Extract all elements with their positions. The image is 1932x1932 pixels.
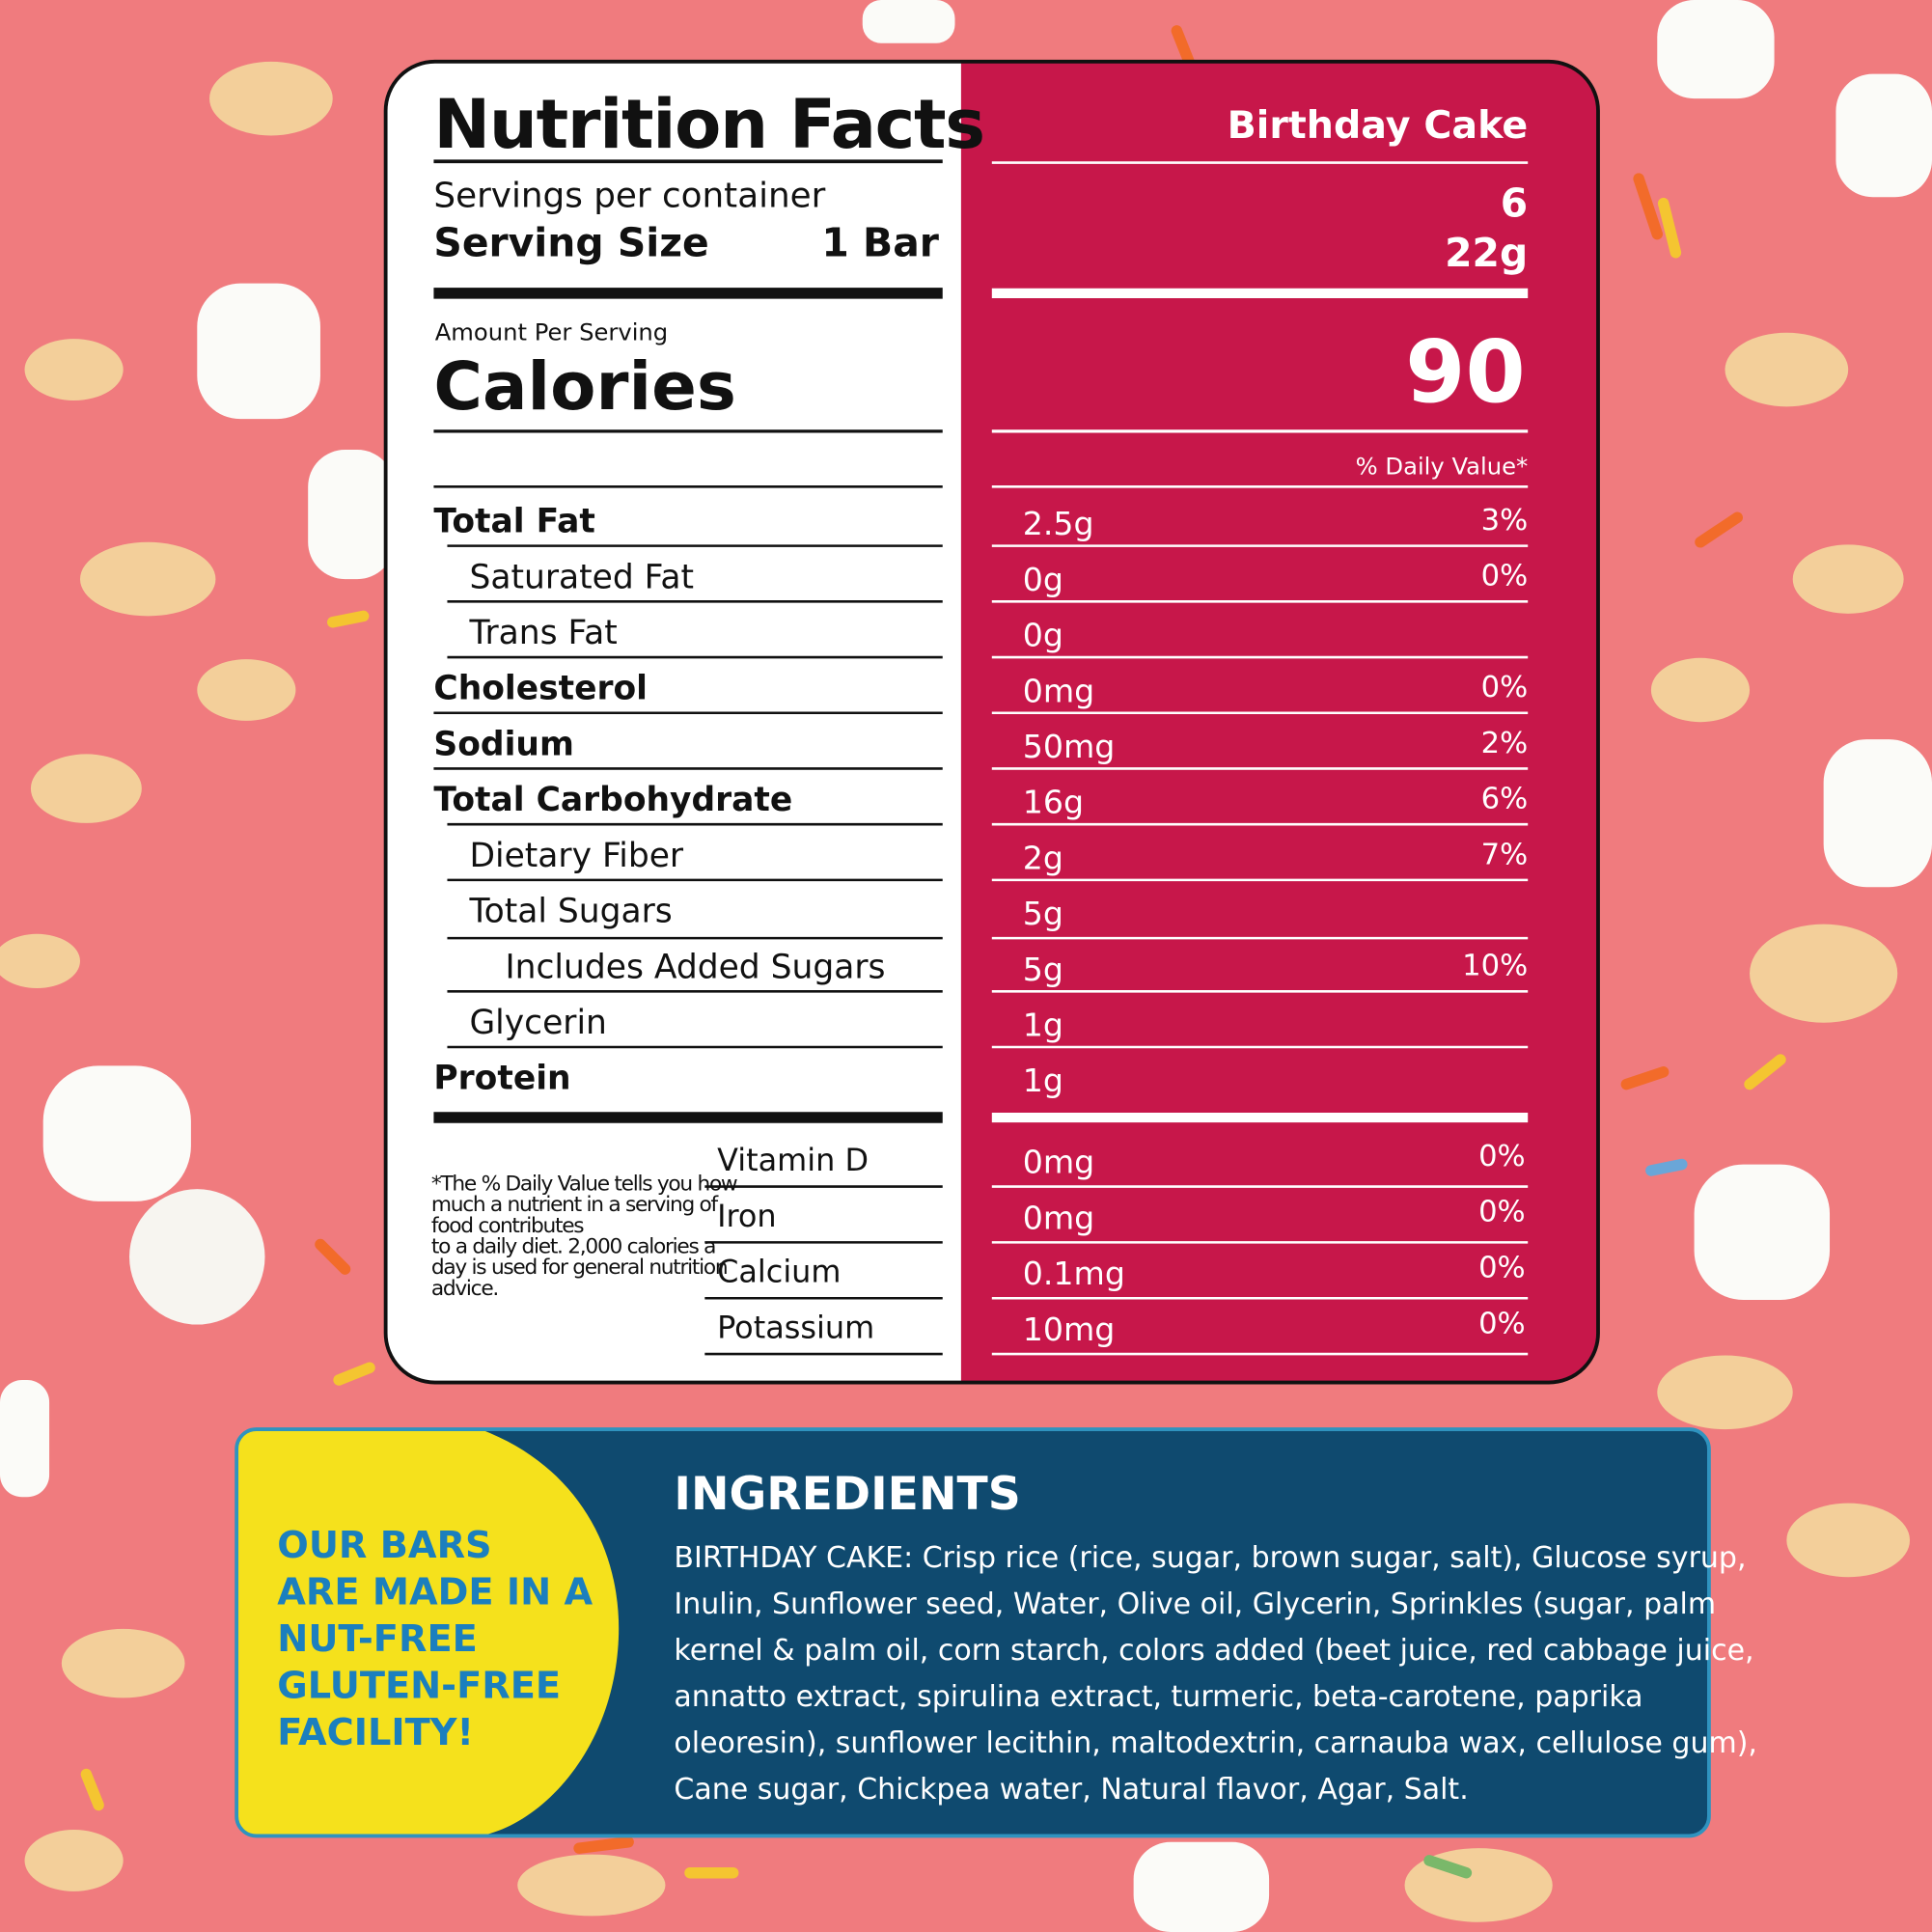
flavor: Birthday Cake — [1228, 103, 1529, 148]
nutrient-amount: 2.5g — [1023, 505, 1094, 542]
nutrient-name: Trans Fat — [468, 614, 617, 652]
footnote: to a daily diet. 2,000 calories a — [431, 1234, 715, 1258]
label-right-panel — [960, 61, 1598, 1383]
vitamin-daily-value: 0% — [1478, 1252, 1526, 1285]
nutrient-name: Cholesterol — [433, 670, 648, 708]
marshmallow — [0, 1380, 50, 1498]
nutrient-name: Dietary Fiber — [469, 837, 683, 875]
nutrient-name: Includes Added Sugars — [505, 948, 885, 986]
nutrient-amount: 16g — [1023, 784, 1084, 821]
nutrient-name: Glycerin — [469, 1004, 606, 1042]
marshmallow — [1694, 1164, 1831, 1301]
nutrient-name: Sodium — [433, 725, 573, 763]
ingredients-title: INGREDIENTS — [674, 1468, 1020, 1521]
marshmallow — [1835, 73, 1932, 198]
marshmallow — [1823, 739, 1932, 888]
vitamin-amount: 10mg — [1023, 1311, 1116, 1348]
badge-line: GLUTEN-FREE — [277, 1664, 561, 1707]
nutrient-amount: 0mg — [1023, 672, 1095, 709]
ingredients-text: oleoresin), sunflower lecithin, maltodex… — [674, 1726, 1757, 1760]
amount-per-serving: Amount Per Serving — [435, 317, 669, 345]
cereal — [0, 61, 1911, 1922]
nutrient-amount: 1g — [1023, 1007, 1063, 1044]
nutrient-amount: 2g — [1023, 839, 1063, 876]
daily-value: 7% — [1481, 838, 1529, 871]
vitamin-daily-value: 0% — [1478, 1196, 1526, 1229]
serving-size-amount: 22g — [1445, 230, 1528, 276]
ingredients-border — [235, 1427, 1711, 1838]
footnote: *The % Daily Value tells you how — [431, 1172, 737, 1196]
badge-line: NUT-FREE — [277, 1617, 478, 1661]
marshmallow — [42, 1065, 191, 1201]
vitamin-amount: 0.1mg — [1023, 1255, 1125, 1292]
daily-value: 0% — [1481, 671, 1529, 704]
ingredients-text: kernel & palm oil, corn starch, colors a… — [674, 1634, 1753, 1668]
nutrient-amount: 0g — [1023, 617, 1063, 654]
nutrient-amount: 50mg — [1023, 728, 1116, 765]
label-border — [383, 59, 1600, 1385]
nutrient-amount: 5g — [1023, 895, 1063, 932]
footnote: day is used for general nutrition — [431, 1256, 727, 1280]
vitamin-name: Calcium — [717, 1254, 841, 1290]
marshmallow — [197, 283, 320, 420]
vitamin-name: Iron — [717, 1198, 777, 1234]
nutrient-name: Protein — [433, 1060, 570, 1098]
vitamin-name: Potassium — [717, 1309, 874, 1345]
ingredients-background — [236, 1429, 1709, 1836]
badge-line: OUR BARS — [277, 1524, 491, 1567]
label-content: Nutrition Facts Birthday Cake Servings per… — [431, 85, 1529, 1356]
nutrient-name: Saturated Fat — [469, 558, 694, 596]
daily-value: 10% — [1462, 950, 1528, 983]
nutrient-name: Total Sugars — [468, 893, 672, 931]
nutrition-label: Nutrition Facts Birthday Cake Servings per… — [383, 59, 1600, 1385]
daily-value-header: % Daily Value* — [1356, 453, 1529, 481]
badge-line: ARE MADE IN A — [277, 1570, 593, 1614]
serving-size-label: Serving Size — [433, 220, 708, 266]
marshmallow — [308, 450, 395, 580]
nutrient-amount: 5g — [1023, 951, 1063, 988]
daily-value: 2% — [1481, 727, 1529, 760]
servings: 6 — [1501, 180, 1528, 227]
vitamin-daily-value: 0% — [1478, 1140, 1526, 1173]
marshmallow — [1657, 0, 1775, 99]
vitamin-amount: 0mg — [1023, 1144, 1095, 1181]
ingredients-text: Inulin, Sunflower seed, Water, Olive oil… — [674, 1587, 1716, 1621]
vitamin-daily-value: 0% — [1478, 1307, 1526, 1340]
daily-value: 0% — [1481, 560, 1529, 593]
footnote: much a nutrient in a serving of — [431, 1193, 720, 1217]
sprinkles — [80, 25, 1786, 1879]
nutrient-amount: 0g — [1023, 561, 1063, 598]
nutrient-amount: 1g — [1023, 1062, 1063, 1099]
badge-shape — [236, 1429, 620, 1836]
vitamin-name: Vitamin D — [717, 1142, 869, 1178]
label-left-panel — [385, 61, 965, 1383]
daily-value: 3% — [1481, 504, 1529, 538]
label-title: Nutrition Facts — [433, 85, 983, 164]
footnote: advice. — [431, 1277, 498, 1301]
marshmallow — [862, 0, 955, 43]
vitamin-amount: 0mg — [1023, 1199, 1095, 1236]
ingredients-text: BIRTHDAY CAKE: Crisp rice (rice, sugar, … — [674, 1541, 1746, 1575]
servings-label: Servings per container — [433, 177, 825, 216]
ingredients-text: annatto extract, spirulina extract, turm… — [674, 1680, 1642, 1714]
daily-value: 6% — [1481, 783, 1529, 816]
calories: 90 — [1405, 322, 1525, 423]
badge-line: FACILITY! — [277, 1711, 474, 1754]
nutrient-name: Total Fat — [433, 503, 594, 541]
serving-size: 1 Bar — [821, 220, 939, 266]
calories-label: Calories — [433, 348, 736, 426]
ingredients-text: Cane sugar, Chickpea water, Natural flav… — [674, 1773, 1468, 1807]
nutrient-name: Total Carbohydrate — [433, 781, 792, 819]
footnote: food contributes — [431, 1214, 584, 1238]
marshmallow — [1133, 1841, 1270, 1932]
marshmallow — [129, 1189, 265, 1325]
